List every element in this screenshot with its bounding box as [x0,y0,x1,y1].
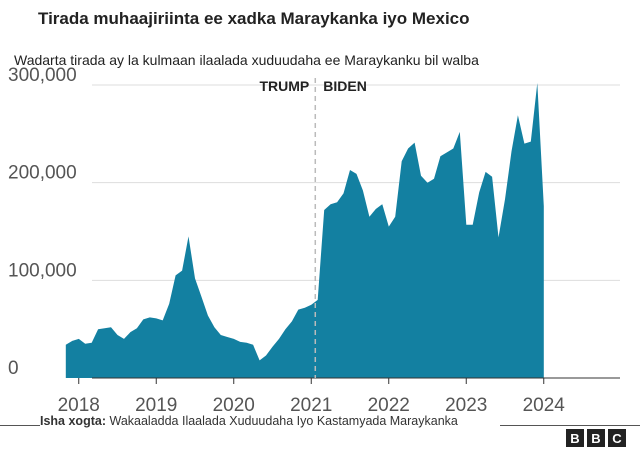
x-tick-label: 2020 [213,395,255,416]
y-tick-label: 300,000 [8,65,77,86]
annotations: TRUMP BIDEN [260,78,367,378]
x-tick-label: 2018 [58,395,100,416]
source-divider-right [500,425,640,426]
x-tick-label: 2022 [368,395,410,416]
bbc-logo: B B C [566,429,626,447]
x-tick-label: 2021 [290,395,332,416]
logo-letter-b1: B [566,429,584,447]
chart-title: Tirada muhaajiriinta ee xadka Maraykanka… [38,9,470,28]
area-series [65,83,544,378]
source-label: Isha xogta: [40,414,106,428]
annotation-biden: BIDEN [323,78,367,94]
chart-subtitle: Wadarta tirada ay la kulmaan ilaalada xu… [14,52,479,68]
y-tick-label: 100,000 [8,260,77,281]
logo-letter-c: C [608,429,626,447]
source-note: Isha xogta: Wakaaladda Ilaalada Xuduudah… [40,414,458,428]
source-text: Wakaaladda Ilaalada Xuduudaha Iyo Kastam… [109,414,458,428]
logo-letter-b2: B [587,429,605,447]
y-tick-label: 0 [8,358,19,379]
x-tick-label: 2024 [523,395,566,416]
tick-labels: 0 100,000 200,000 300,000 2018 2019 2020 2021 20… [8,65,565,416]
source-divider-left [0,425,40,426]
y-tick-label: 200,000 [8,163,77,184]
annotation-trump: TRUMP [260,78,310,94]
x-tick-label: 2019 [135,395,177,416]
axis [78,377,620,384]
data-area [65,83,544,378]
x-tick-label: 2023 [445,395,487,416]
